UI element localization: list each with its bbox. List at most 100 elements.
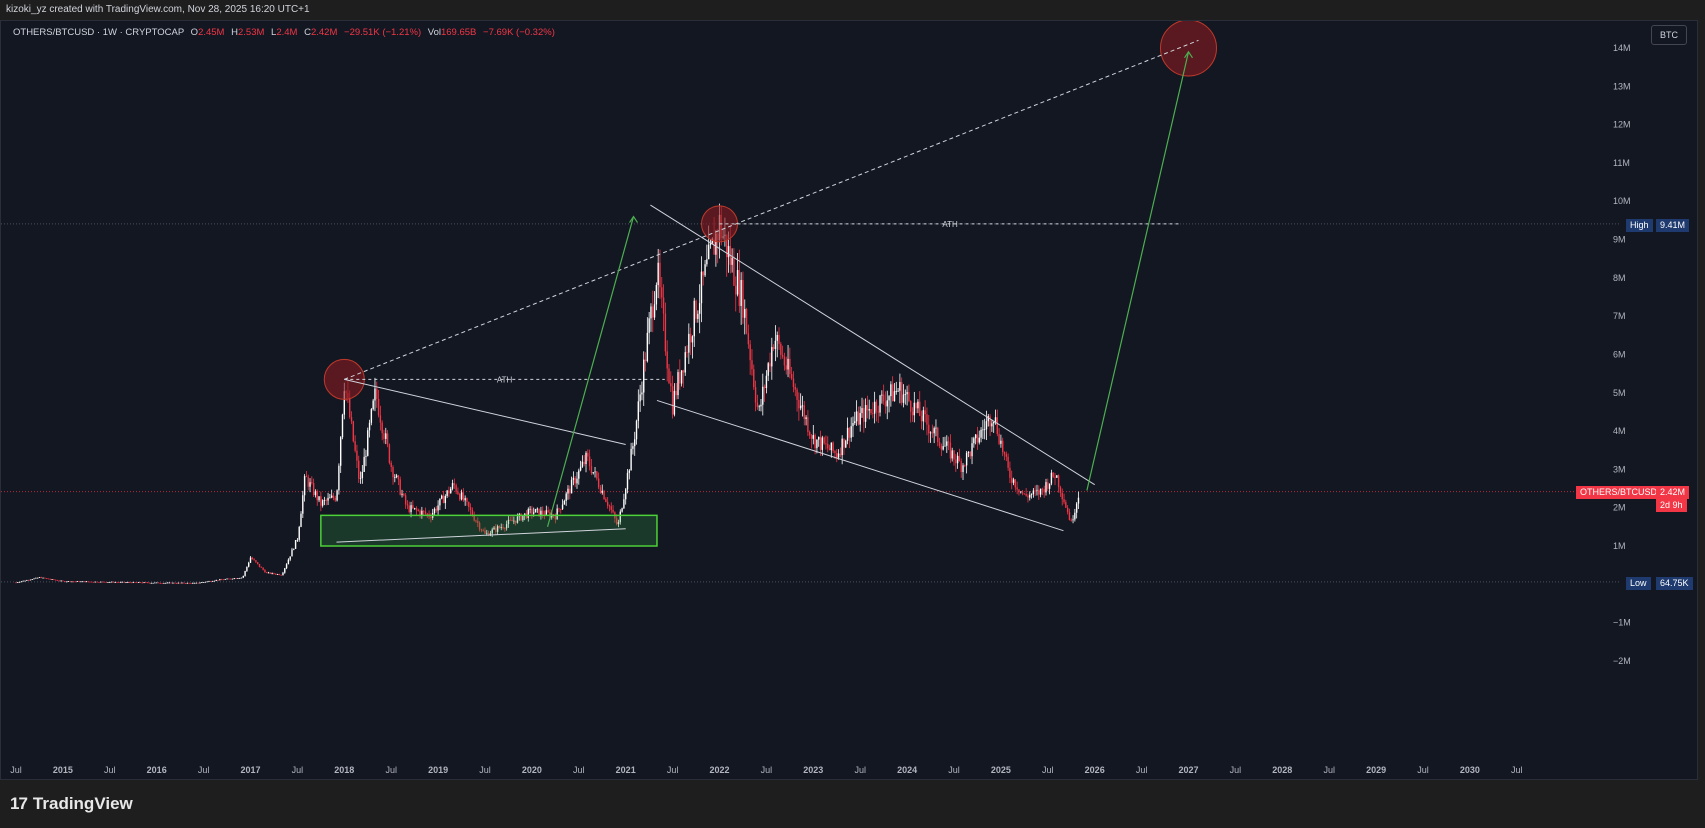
candle-body: [121, 581, 124, 583]
candle-body: [583, 461, 585, 465]
candle-body: [370, 409, 373, 423]
candle-body: [206, 581, 208, 583]
candle-body: [1056, 475, 1058, 478]
candle-body: [900, 382, 903, 403]
candle-body: [855, 411, 858, 422]
currency-button[interactable]: BTC: [1651, 25, 1687, 45]
candle-body: [601, 490, 603, 493]
candle-body: [58, 580, 60, 582]
candle-body: [1025, 493, 1027, 496]
candle-body: [67, 581, 70, 582]
legend-l-label: L: [271, 27, 277, 38]
time-tick-label: 2020: [522, 765, 542, 775]
candle-body: [390, 462, 392, 468]
candle-body: [44, 577, 46, 579]
candle-body: [101, 581, 104, 583]
candle-body: [751, 360, 753, 370]
candle-body: [150, 582, 152, 584]
time-tick-label: Jul: [1230, 765, 1242, 775]
candle-body: [165, 582, 167, 584]
candle-body: [49, 578, 51, 580]
candle-body: [585, 452, 587, 465]
candle-body: [350, 417, 353, 422]
candle-body: [146, 582, 149, 584]
candle-body: [803, 405, 805, 420]
candle-body: [735, 285, 737, 295]
candle-body: [1027, 495, 1029, 498]
tradingview-logo[interactable]: 17 TradingView: [10, 794, 133, 814]
legend-h-label: H: [231, 27, 238, 38]
candle-body: [780, 343, 782, 355]
time-tick-label: Jul: [198, 765, 210, 775]
candle-body: [670, 383, 672, 387]
candle-body: [188, 582, 190, 584]
candle-body: [801, 405, 804, 407]
candle-body: [920, 415, 923, 422]
candle-body: [890, 384, 892, 397]
candle-body: [673, 390, 676, 415]
candle-body: [832, 442, 834, 452]
time-tick-label: Jul: [292, 765, 304, 775]
tradingview-mark-icon: 17: [10, 794, 28, 813]
candle-body: [807, 417, 809, 433]
candle-body: [772, 347, 775, 350]
candle-body: [394, 477, 396, 478]
candle-body: [141, 582, 143, 584]
candle-body: [787, 358, 789, 370]
candle-body: [893, 391, 896, 402]
candle-body: [816, 439, 818, 449]
candle-body: [781, 354, 784, 357]
time-tick-label: 2027: [1178, 765, 1198, 775]
candle-body: [172, 582, 174, 584]
candle-body: [846, 427, 849, 441]
candle-body: [928, 424, 930, 434]
projection-arrow-2025: [1086, 51, 1190, 491]
candle-body: [578, 470, 580, 479]
low-value-tag: 64.75K: [1656, 577, 1693, 590]
candle-body: [693, 300, 695, 337]
candle-body: [965, 453, 968, 466]
candle-body: [810, 435, 813, 439]
price-chart[interactable]: ATH ATH 14M 13M 12M 11M 10M 9M 8M 7M 6M 5M 4M 3M 2M 1M…: [1, 21, 1699, 781]
candle-body: [316, 491, 318, 501]
candle-body: [639, 394, 641, 402]
candle-body: [125, 582, 127, 584]
candle-body: [238, 578, 241, 579]
candle-body: [664, 313, 667, 352]
candle-body: [217, 580, 219, 581]
candle-body: [818, 436, 820, 440]
candle-body: [231, 578, 234, 580]
candle-body: [482, 530, 484, 532]
candle-body: [812, 435, 814, 439]
candle-body: [154, 582, 156, 584]
candle-body: [587, 452, 589, 457]
candle-body: [713, 238, 715, 255]
candle-body: [318, 496, 320, 501]
candle-body: [1070, 519, 1072, 521]
wedge-lower-2022: [656, 399, 1064, 532]
candle-body: [754, 387, 757, 403]
target-circle: [1160, 21, 1217, 77]
chart-area[interactable]: ATH ATH 14M 13M 12M 11M 10M 9M 8M 7M 6M 5M 4M 3M 2M 1M…: [0, 20, 1698, 780]
candle-body: [260, 566, 263, 568]
candle-body: [915, 402, 917, 409]
time-tick-label: Jul: [667, 765, 679, 775]
candle-body: [179, 582, 181, 584]
candle-body: [964, 465, 966, 467]
candle-body: [251, 557, 254, 560]
candle-body: [866, 404, 869, 411]
candle-body: [911, 411, 914, 416]
candle-body: [413, 507, 416, 509]
legend-symbol: OTHERS/BTCUSD · 1W · CRYPTOCAP: [13, 27, 185, 38]
drawings-layer: ATH ATH: [320, 21, 1217, 547]
candle-body: [570, 479, 573, 494]
candle-body: [1057, 475, 1060, 488]
candle-body: [603, 490, 605, 500]
candle-body: [1063, 499, 1065, 503]
candle-body: [655, 285, 658, 305]
candle-body: [617, 522, 620, 525]
countdown-tag: 2d 9h: [1656, 499, 1687, 512]
candle-body: [579, 466, 582, 471]
candle-body: [1018, 489, 1020, 493]
candle-body: [309, 482, 311, 487]
